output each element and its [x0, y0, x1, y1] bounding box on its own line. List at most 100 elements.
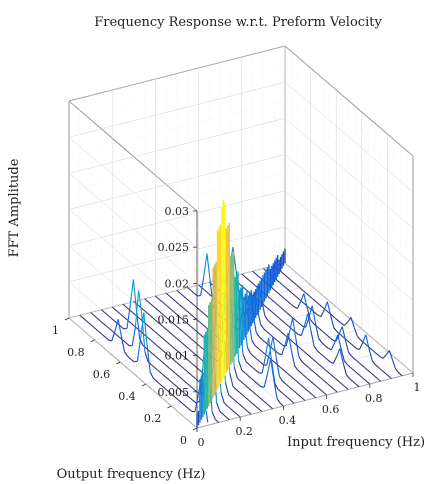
surface-segment	[267, 320, 272, 324]
surface-segment	[185, 405, 189, 410]
grid-line	[68, 263, 198, 374]
surface-segment	[255, 331, 260, 338]
surface-segment	[239, 391, 243, 396]
surface-segment	[286, 312, 291, 316]
surface-segment	[166, 317, 171, 322]
surface-segment	[309, 356, 314, 360]
x-tick-label: 0.6	[322, 403, 340, 416]
surface-segment	[361, 364, 365, 368]
surface-segment	[328, 372, 333, 377]
surface-segment	[262, 400, 267, 404]
surface-segment	[306, 353, 311, 357]
surface-segment	[155, 295, 159, 300]
surface-segment	[277, 389, 282, 393]
surface-segment	[118, 312, 123, 316]
surface-segment	[295, 320, 300, 324]
surface-segment	[143, 309, 147, 313]
y-tick-label: 0.8	[67, 346, 85, 359]
surface-segment	[279, 306, 284, 311]
surface-segment	[198, 284, 203, 289]
surface-segment	[196, 367, 201, 371]
surface-segment	[321, 342, 326, 346]
surface-segment	[185, 334, 190, 338]
surface-segment	[293, 306, 298, 309]
surface-segment	[273, 379, 278, 399]
surface-segment	[289, 375, 294, 379]
x-tick-label: 0.8	[365, 392, 383, 405]
surface-segment	[308, 367, 313, 371]
surface-segment	[161, 301, 166, 305]
surface-segment	[188, 408, 193, 412]
surface-segment	[204, 325, 209, 330]
surface-segment	[348, 352, 353, 357]
z-tick-label: 0.025	[158, 241, 190, 254]
surface-segment	[293, 281, 297, 286]
surface-segment	[169, 356, 174, 360]
surface-segment	[249, 364, 253, 368]
surface-segment	[174, 372, 179, 377]
surface-segment	[269, 309, 273, 313]
surface-segment	[186, 394, 191, 399]
surface-segment	[179, 328, 184, 333]
surface-segment	[149, 371, 154, 379]
surface-segment	[329, 336, 333, 341]
surface-segment	[254, 345, 259, 349]
surface-segment	[263, 374, 268, 388]
surface-segment	[251, 339, 256, 346]
grid-line	[284, 100, 414, 211]
surface-segment	[290, 400, 295, 404]
surface-segment	[219, 410, 224, 415]
surface-segment	[280, 270, 285, 275]
grid-line	[263, 268, 392, 379]
surface-segment	[241, 273, 246, 278]
surface-segment	[173, 323, 177, 327]
surface-segment	[363, 342, 368, 346]
surface-segment	[289, 279, 294, 283]
surface-segment	[155, 320, 160, 324]
surface-segment	[298, 394, 303, 399]
surface-segment	[189, 336, 193, 341]
surface-segment	[122, 303, 127, 308]
surface-segment	[228, 394, 233, 399]
surface-segment	[313, 346, 318, 352]
surface-segment	[316, 386, 321, 390]
surface-segment	[254, 380, 259, 385]
surface-segment	[121, 314, 126, 319]
surface-segment	[206, 253, 211, 282]
grid-line	[68, 118, 286, 174]
surface-segment	[278, 375, 284, 382]
surface-segment	[185, 369, 190, 374]
surface-segment	[222, 413, 227, 418]
surface-segment	[140, 312, 145, 339]
surface-segment	[243, 287, 248, 291]
surface-segment	[290, 350, 296, 366]
surface-segment	[281, 320, 286, 324]
surface-segment	[187, 383, 192, 388]
grid-line	[68, 154, 286, 210]
surface-segment	[325, 334, 330, 338]
surface-segment	[312, 298, 317, 302]
surface-segment	[307, 313, 312, 332]
surface-segment	[260, 386, 265, 388]
surface-segment	[184, 380, 189, 385]
surface-segment	[89, 323, 93, 327]
surface-segment	[279, 342, 284, 346]
surface-segment	[320, 309, 325, 317]
surface-segment	[181, 378, 185, 382]
surface-segment	[277, 328, 282, 333]
surface-segment	[252, 367, 257, 371]
surface-segment	[330, 386, 335, 390]
surface-segment	[318, 337, 323, 344]
surface-segment	[315, 301, 320, 305]
grid-line	[68, 155, 198, 266]
surface-segment	[276, 339, 281, 344]
surface-segment	[191, 375, 196, 379]
surface-segment	[233, 411, 238, 415]
surface-segment	[178, 303, 183, 308]
surface-segment	[246, 290, 251, 294]
surface-segment	[129, 279, 134, 306]
surface-segment	[158, 298, 163, 302]
surface-segment	[365, 334, 370, 349]
surface-segment	[223, 402, 228, 407]
surface-segment	[384, 372, 389, 377]
